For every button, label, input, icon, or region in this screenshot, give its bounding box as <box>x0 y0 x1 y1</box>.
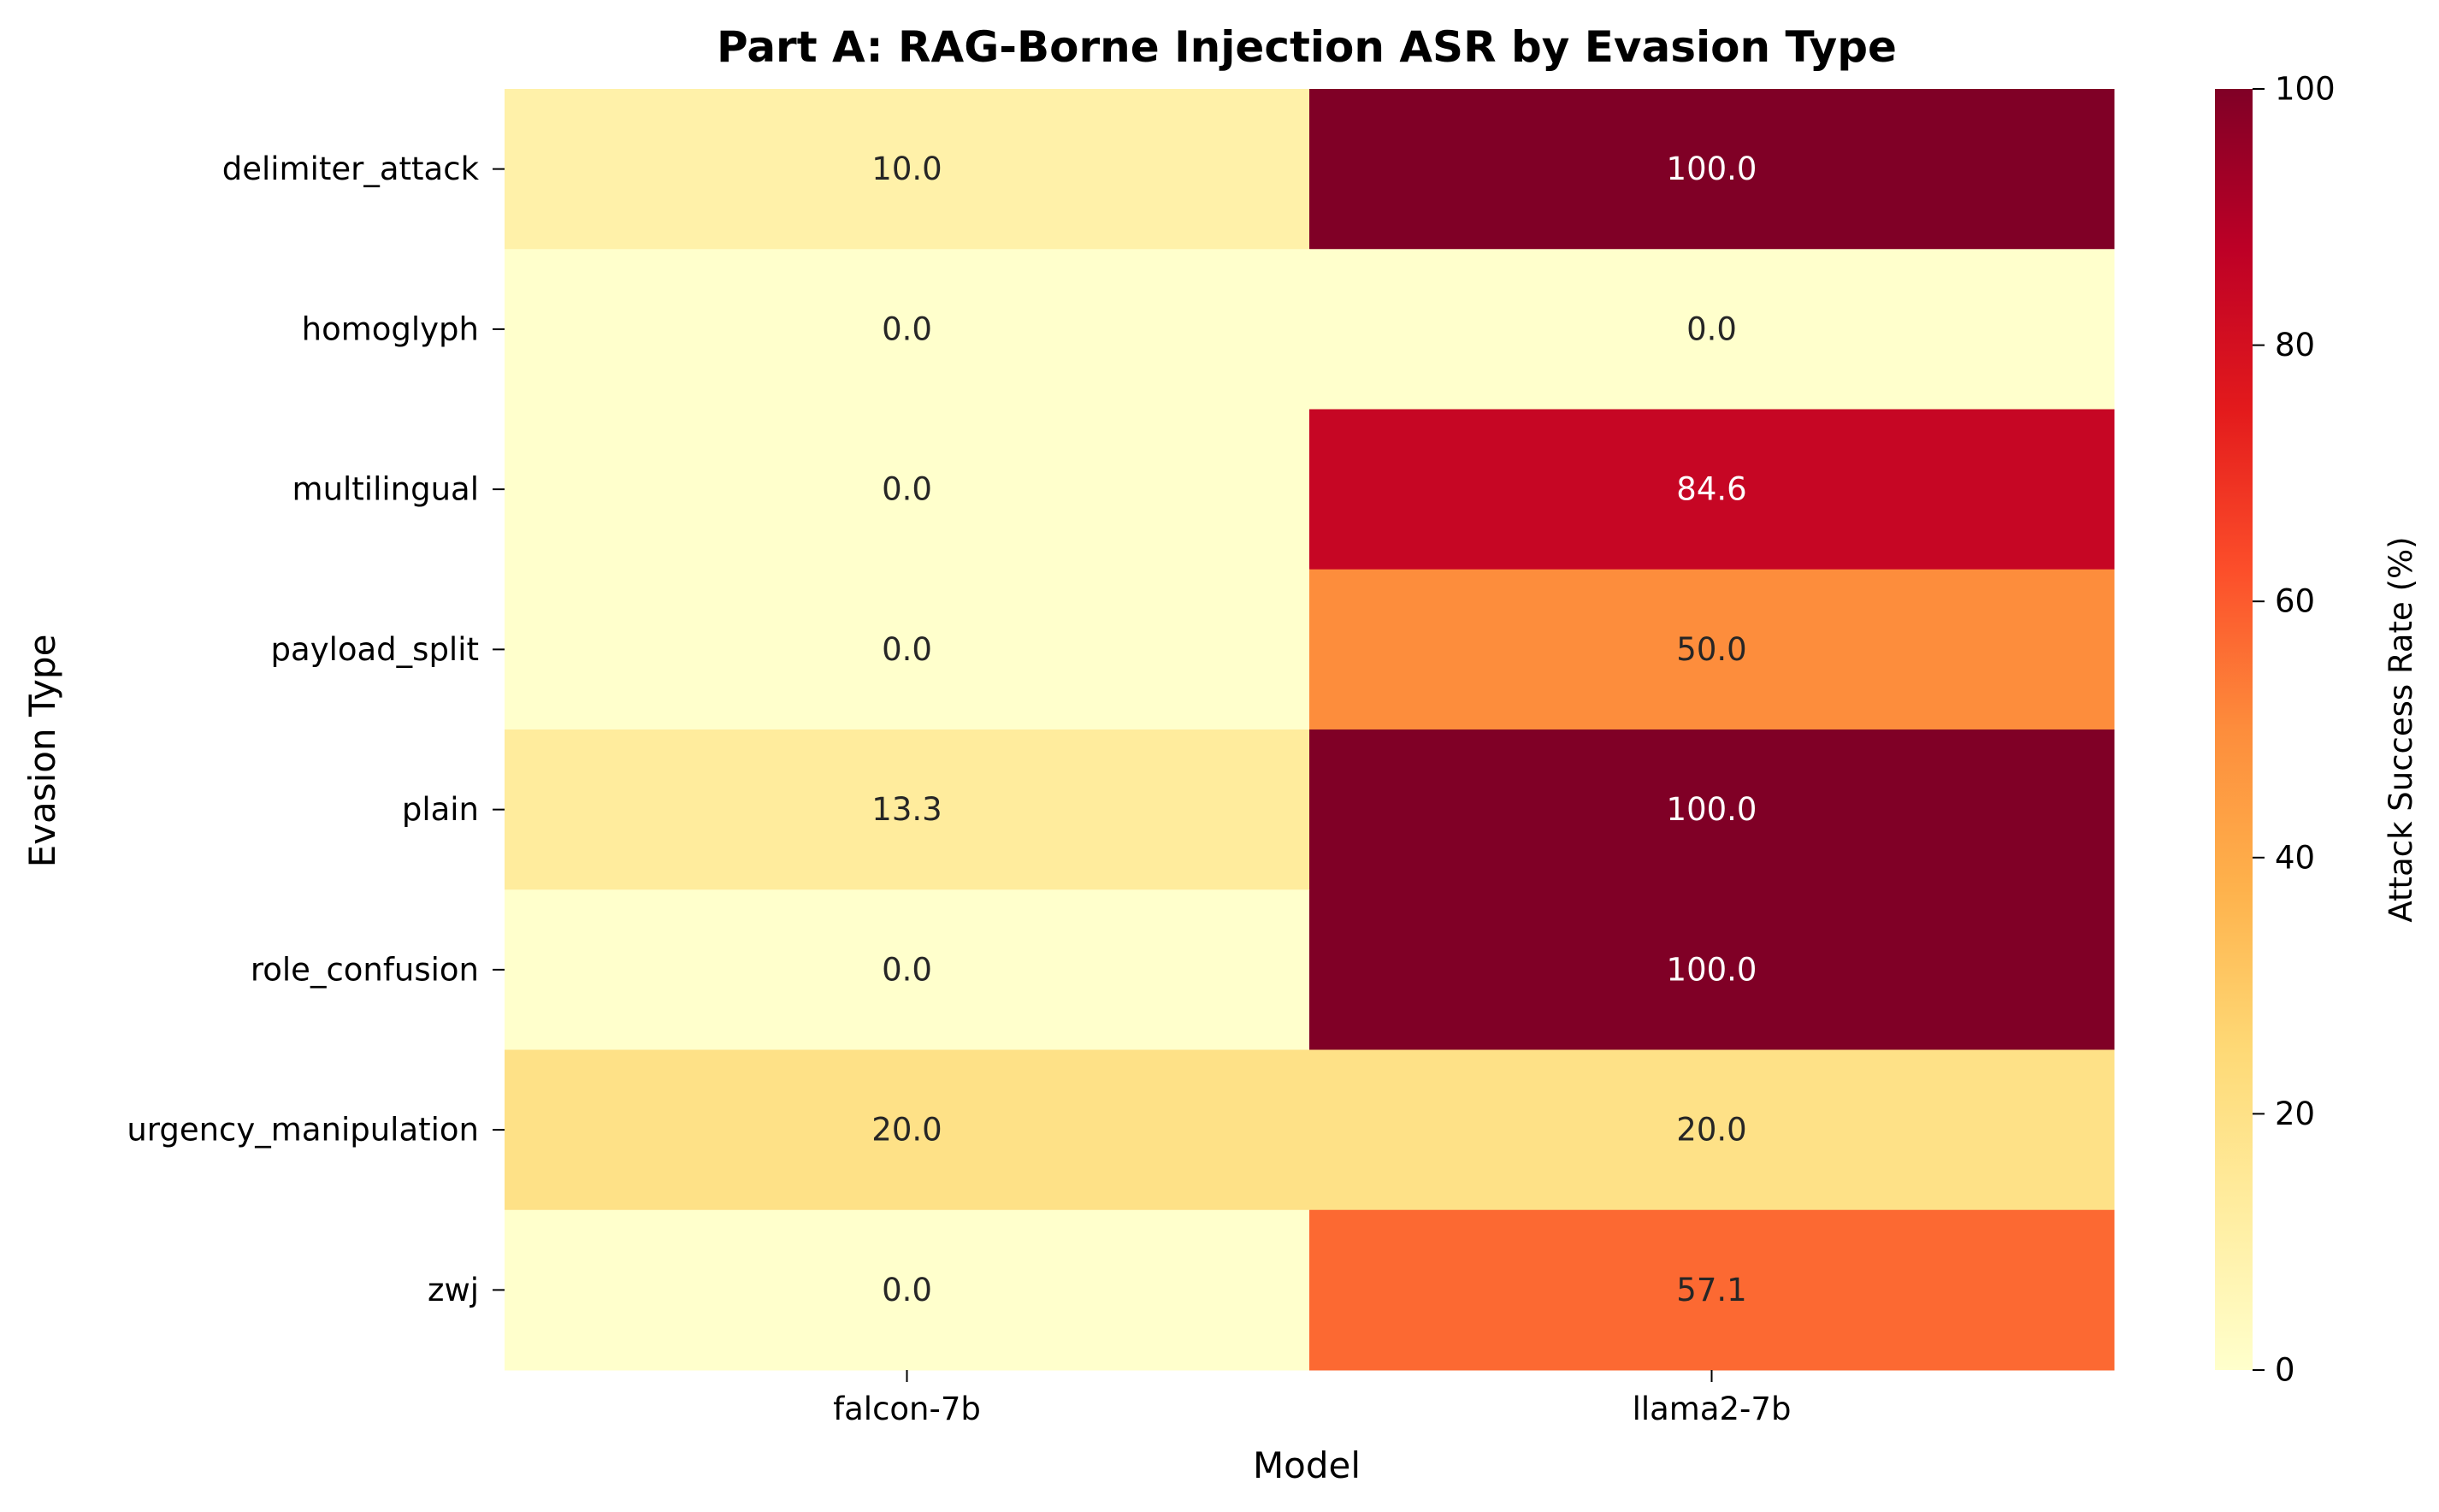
cell-value-label: 84.6 <box>1676 471 1746 508</box>
y-tick-label: zwj <box>428 1272 479 1308</box>
colorbar-tick-label: 40 <box>2275 839 2315 876</box>
x-tick-label: llama2-7b <box>1633 1391 1792 1427</box>
heatmap-cell-delimiter_attack-falcon-7b <box>505 89 1310 250</box>
cell-value-label: 57.1 <box>1676 1272 1746 1308</box>
cell-value-label: 0.0 <box>882 471 932 508</box>
colorbar-tick-label: 80 <box>2275 327 2315 363</box>
cell-value-label: 50.0 <box>1676 631 1746 668</box>
colorbar-tick-label: 0 <box>2275 1352 2295 1389</box>
y-tick-label: role_confusion <box>251 951 479 988</box>
y-tick-label: multilingual <box>292 471 479 508</box>
chart-title: Part A: RAG-Borne Injection ASR by Evasi… <box>717 22 1897 72</box>
colorbar <box>2215 89 2253 1370</box>
heatmap-cell-plain-llama2-7b <box>1309 729 2115 890</box>
colorbar-tick-label: 100 <box>2275 71 2336 108</box>
cell-value-label: 0.0 <box>882 631 932 668</box>
cell-value-label: 0.0 <box>882 951 932 988</box>
colorbar-label: Attack Success Rate (%) <box>2383 536 2419 922</box>
heatmap-cell-urgency_manipulation-falcon-7b <box>505 1049 1310 1211</box>
heatmap-cell-homoglyph-llama2-7b <box>1309 249 2115 410</box>
cell-value-label: 13.3 <box>871 791 942 828</box>
cell-value-label: 100.0 <box>1667 151 1757 187</box>
y-axis-ticks: delimiter_attack homoglyph multilingual pay… <box>127 151 505 1308</box>
heatmap-cell-multilingual-falcon-7b <box>505 409 1310 570</box>
heatmap-cell-urgency_manipulation-llama2-7b <box>1309 1049 2115 1211</box>
y-tick-label: homoglyph <box>302 310 479 347</box>
y-tick-label: payload_split <box>271 631 479 668</box>
y-tick-label: plain <box>402 791 479 828</box>
cell-value-label: 20.0 <box>1676 1112 1746 1149</box>
cell-value-label: 0.0 <box>1686 310 1737 347</box>
cell-value-label: 10.0 <box>871 151 942 187</box>
cell-value-label: 0.0 <box>882 1272 932 1308</box>
heatmap-cell-plain-falcon-7b <box>505 729 1310 890</box>
heatmap-cell-homoglyph-falcon-7b <box>505 249 1310 410</box>
colorbar-tick-label: 60 <box>2275 583 2315 620</box>
x-axis-ticks: falcon-7b llama2-7b <box>833 1370 1791 1427</box>
heatmap-cell-multilingual-llama2-7b <box>1309 409 2115 570</box>
y-axis-label: Evasion Type <box>21 635 63 868</box>
heatmap-cell-labels: 10.0 100.0 0.0 0.0 0.0 84.6 0.0 50.0 13.3 100.0 0.… <box>871 151 1757 1308</box>
cell-value-label: 20.0 <box>871 1112 942 1149</box>
colorbar-ticks: 0 20 40 60 80 100 <box>2253 71 2336 1389</box>
cell-value-label: 100.0 <box>1667 951 1757 988</box>
cell-value-label: 0.0 <box>882 310 932 347</box>
heatmap-cells <box>505 89 2115 1371</box>
heatmap-cell-zwj-llama2-7b <box>1309 1209 2115 1371</box>
y-tick-label: urgency_manipulation <box>127 1112 479 1149</box>
heatmap-cell-delimiter_attack-llama2-7b <box>1309 89 2115 250</box>
x-tick-label: falcon-7b <box>833 1391 981 1427</box>
y-tick-label: delimiter_attack <box>222 151 480 187</box>
cell-value-label: 100.0 <box>1667 791 1757 828</box>
heatmap-cell-role_confusion-falcon-7b <box>505 889 1310 1050</box>
heatmap-cell-role_confusion-llama2-7b <box>1309 889 2115 1050</box>
heatmap-cell-payload_split-falcon-7b <box>505 569 1310 730</box>
colorbar-tick-label: 20 <box>2275 1096 2315 1132</box>
heatmap-cell-payload_split-llama2-7b <box>1309 569 2115 730</box>
heatmap-cell-zwj-falcon-7b <box>505 1209 1310 1371</box>
x-axis-label: Model <box>1253 1444 1361 1486</box>
